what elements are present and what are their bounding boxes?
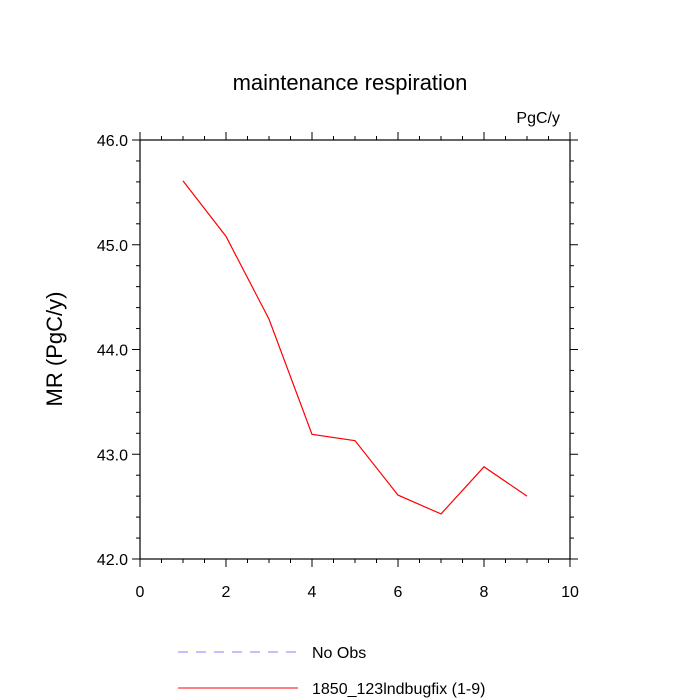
y-tick-label: 45.0 — [97, 238, 128, 255]
legend-label-1: No Obs — [312, 645, 366, 662]
plot-area-frame — [139, 139, 571, 560]
legend-label-0: 1850_123lndbugfix (1-9) — [312, 681, 485, 698]
y-tick-label: 43.0 — [97, 447, 128, 464]
y-axis-label: MR (PgC/y) — [42, 292, 67, 407]
axis-tick-labels: 0 2 4 6 8 10 42.0 43.0 44.0 45.0 46.0 — [97, 133, 579, 601]
x-tick-label: 8 — [480, 584, 489, 601]
y-tick-label: 44.0 — [97, 343, 128, 360]
y-tick-label: 42.0 — [97, 552, 128, 569]
axis-ticks — [132, 132, 578, 567]
chart-title: maintenance respiration — [233, 70, 468, 95]
y-tick-label: 46.0 — [97, 133, 128, 150]
x-tick-label: 6 — [394, 584, 403, 601]
units-label: PgC/y — [516, 110, 560, 127]
legend: No Obs 1850_123lndbugfix (1-9) — [178, 645, 485, 698]
x-tick-label: 10 — [561, 584, 579, 601]
series-group — [182, 180, 528, 515]
series-line-0 — [182, 180, 528, 515]
x-tick-label: 4 — [308, 584, 317, 601]
x-tick-label: 0 — [136, 584, 145, 601]
x-tick-label: 2 — [222, 584, 231, 601]
